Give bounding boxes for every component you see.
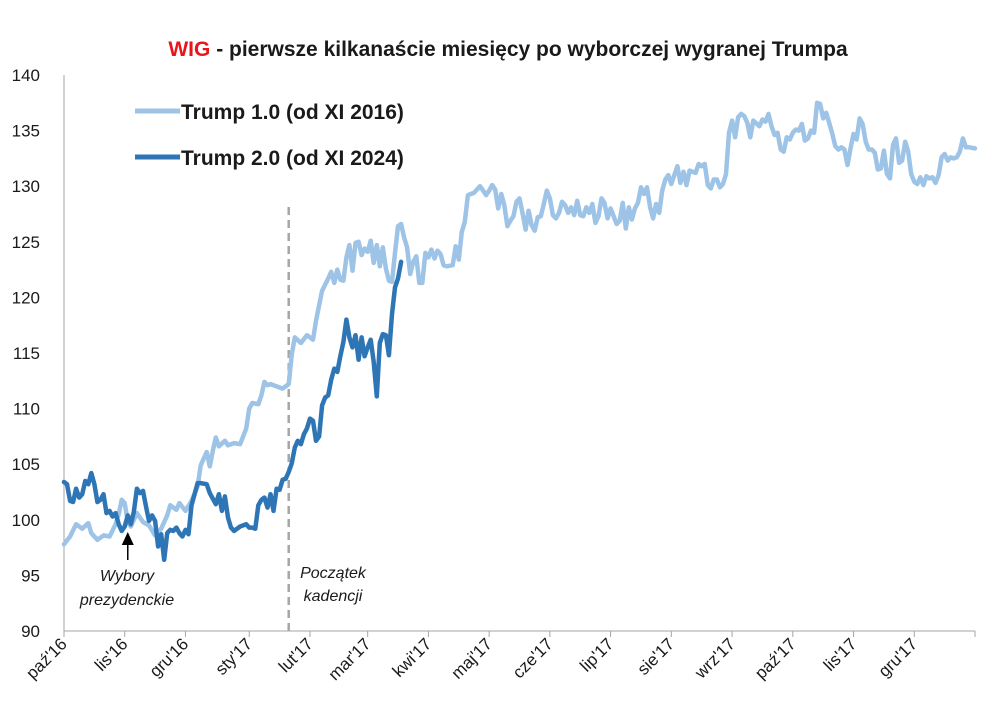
x-tick-label: gru'17 bbox=[875, 634, 921, 680]
y-tick-label: 100 bbox=[12, 511, 40, 530]
legend: Trump 1.0 (od XI 2016) Trump 2.0 (od XI … bbox=[135, 101, 404, 170]
annotation-inauguration-line2: kadencji bbox=[304, 588, 363, 605]
y-tick-label: 90 bbox=[21, 622, 40, 641]
legend-label-trump1: Trump 1.0 (od XI 2016) bbox=[181, 101, 404, 124]
series-line-trump1 bbox=[61, 100, 978, 547]
x-tick-label: gru'16 bbox=[146, 634, 192, 680]
legend-label-trump2: Trump 2.0 (od XI 2024) bbox=[181, 147, 404, 170]
x-tick-label: wrz'17 bbox=[690, 634, 739, 683]
x-tick-label: lis'17 bbox=[820, 634, 860, 674]
chart-title: WIG - pierwsze kilkanaście miesięcy po w… bbox=[168, 38, 848, 61]
y-tick-label: 125 bbox=[12, 233, 40, 252]
y-tick-label: 135 bbox=[12, 122, 40, 141]
y-tick-label: 130 bbox=[12, 177, 40, 196]
x-tick-label: paź'16 bbox=[22, 634, 70, 682]
annotation-inauguration-line1: Początek bbox=[300, 565, 367, 582]
x-tick-label: paź'17 bbox=[751, 634, 799, 682]
x-tick-label: mar'17 bbox=[325, 634, 375, 684]
y-tick-label: 120 bbox=[12, 288, 40, 307]
annotation-election-line1: Wybory bbox=[100, 568, 155, 585]
x-tick-label: sie'17 bbox=[634, 634, 678, 678]
y-tick-label: 105 bbox=[12, 455, 40, 474]
y-tick-label: 95 bbox=[21, 566, 40, 585]
x-tick-label: maj'17 bbox=[447, 634, 495, 682]
y-axis: 90 95 100 105 110 115 120 125 130 135 140 bbox=[12, 66, 65, 641]
chart-title-highlight: WIG bbox=[168, 38, 210, 61]
chart-title-rest: - pierwsze kilkanaście miesięcy po wybor… bbox=[210, 38, 848, 61]
y-tick-label: 110 bbox=[13, 400, 40, 419]
x-tick-label: lip'17 bbox=[576, 634, 617, 675]
series-layer bbox=[61, 100, 978, 563]
x-tick-label: sty'17 bbox=[212, 634, 256, 678]
x-tick-label: lut'17 bbox=[275, 634, 317, 676]
y-tick-label: 115 bbox=[13, 344, 40, 363]
annotation-election-line2: prezydenckie bbox=[79, 592, 174, 609]
x-tick-label: kwi'17 bbox=[389, 634, 435, 680]
x-axis: paź'16 lis'16 gru'16 sty'17 lut'17 mar'17 kwi'… bbox=[22, 630, 976, 684]
x-tick-label: cze'17 bbox=[509, 634, 557, 682]
series-line-trump2 bbox=[61, 259, 404, 563]
election-arrow bbox=[121, 532, 134, 560]
y-tick-label: 140 bbox=[12, 66, 40, 85]
x-tick-label: lis'16 bbox=[91, 634, 131, 674]
